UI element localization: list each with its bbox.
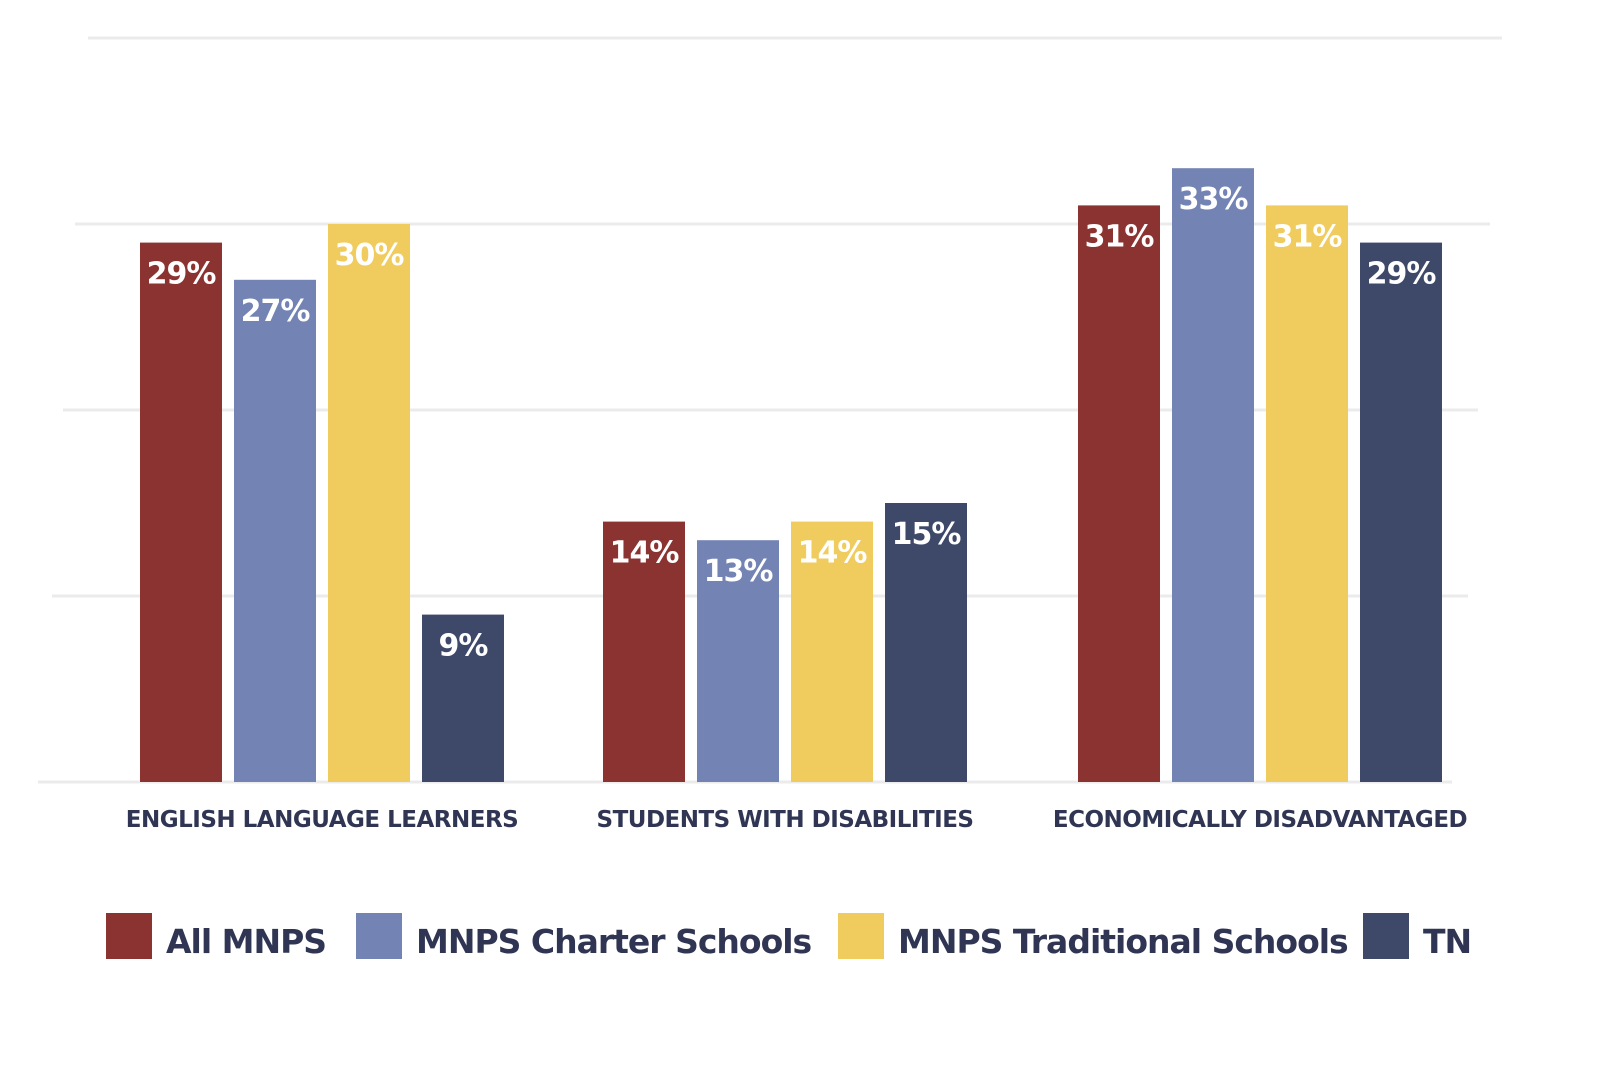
category-label-3: ECONOMICALLY DISADVANTAGED bbox=[1053, 807, 1467, 833]
bar-1-1 bbox=[140, 242, 222, 783]
bar-3-2 bbox=[791, 521, 873, 782]
bar-4-2 bbox=[885, 503, 967, 782]
data-label-1-3: 31% bbox=[1085, 219, 1155, 254]
data-label-4-2: 15% bbox=[892, 517, 962, 552]
data-label-2-3: 33% bbox=[1179, 182, 1249, 217]
bar-2-2 bbox=[697, 540, 779, 782]
legend-label-3: MNPS Traditional Schools bbox=[898, 922, 1348, 961]
data-label-4-1: 9% bbox=[439, 629, 489, 664]
bar-2-1 bbox=[234, 279, 316, 782]
data-label-3-3: 31% bbox=[1273, 219, 1343, 254]
data-label-2-2: 13% bbox=[704, 554, 774, 589]
legend-label-2: MNPS Charter Schools bbox=[416, 922, 812, 961]
legend-swatch-1 bbox=[106, 913, 152, 959]
bar-4-1 bbox=[422, 614, 504, 782]
category-labels: ENGLISH LANGUAGE LEARNERS STUDENTS WITH D… bbox=[126, 807, 1468, 833]
bars bbox=[140, 168, 1442, 783]
data-label-3-1: 30% bbox=[335, 238, 405, 273]
legend-label-4: TN bbox=[1423, 922, 1471, 961]
legend-label-1: All MNPS bbox=[166, 922, 326, 961]
data-label-1-2: 14% bbox=[610, 536, 680, 571]
category-label-2: STUDENTS WITH DISABILITIES bbox=[597, 807, 974, 833]
data-label-2-1: 27% bbox=[241, 294, 311, 329]
legend-swatch-3 bbox=[838, 913, 884, 959]
bar-1-2 bbox=[603, 521, 685, 782]
data-label-3-2: 14% bbox=[798, 536, 868, 571]
data-labels: 29% 14% 31% 27% 13% 33% 30% 14% 31% 9% 15% 29% bbox=[147, 182, 1438, 664]
bar-3-1 bbox=[328, 224, 410, 782]
legend-swatch-2 bbox=[356, 913, 402, 959]
data-label-4-3: 29% bbox=[1367, 257, 1437, 292]
legend: All MNPS MNPS Charter Schools MNPS Traditi… bbox=[106, 913, 1472, 961]
bar-3-3 bbox=[1266, 205, 1348, 782]
bar-4-3 bbox=[1360, 242, 1442, 783]
bar-1-3 bbox=[1078, 205, 1160, 782]
bar-2-3 bbox=[1172, 168, 1254, 782]
data-label-1-1: 29% bbox=[147, 257, 217, 292]
legend-swatch-4 bbox=[1363, 913, 1409, 959]
category-label-1: ENGLISH LANGUAGE LEARNERS bbox=[126, 807, 518, 833]
